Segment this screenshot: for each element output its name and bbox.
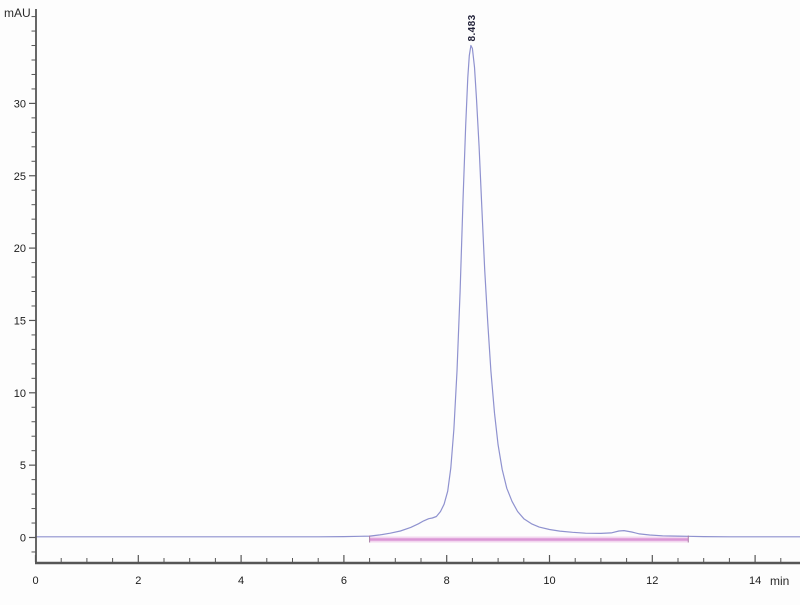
x-axis-unit-label: min (770, 574, 789, 588)
y-tick-label: 20 (14, 243, 26, 255)
x-tick-label: 4 (238, 575, 244, 587)
x-tick-label: 14 (749, 575, 761, 587)
x-tick-label: 6 (341, 575, 347, 587)
y-tick-label: 30 (14, 98, 26, 110)
peak-retention-time-label: 8.483 (467, 14, 478, 41)
y-tick-label: 25 (14, 171, 26, 183)
x-tick-label: 12 (646, 575, 658, 587)
x-tick-label: 2 (135, 575, 141, 587)
y-tick-label: 15 (14, 315, 26, 327)
trace-detector-signal (36, 46, 800, 537)
y-tick-label: 0 (20, 533, 26, 545)
y-tick-label: 5 (20, 460, 26, 472)
x-tick-label: 0 (32, 575, 38, 587)
x-tick-label: 10 (543, 575, 555, 587)
x-tick-label: 8 (444, 575, 450, 587)
y-axis-unit-label: mAU (4, 6, 31, 20)
y-tick-label: 10 (14, 388, 26, 400)
